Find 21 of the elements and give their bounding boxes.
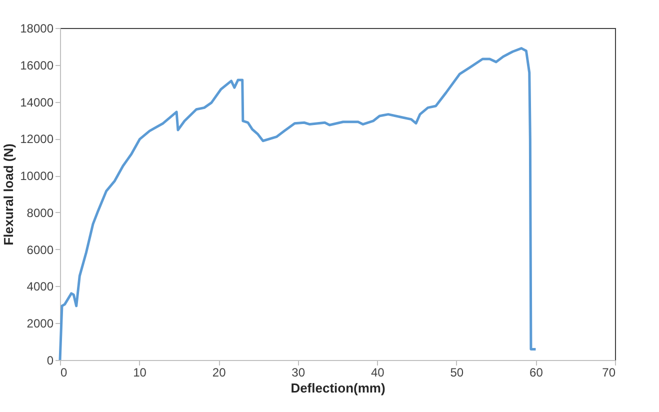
y-tick-label: 18000 [20, 22, 54, 36]
x-tick-label: 10 [133, 366, 147, 380]
x-tick-label: 70 [602, 366, 616, 380]
y-axis-title: Flexural load (N) [1, 144, 16, 246]
x-tick-label: 60 [530, 366, 544, 380]
y-tick-label: 12000 [20, 132, 54, 146]
x-tick-label: 0 [60, 366, 68, 380]
y-tick-label: 10000 [20, 169, 54, 184]
x-tick-label: 30 [292, 366, 306, 380]
y-tick-label: 0 [46, 354, 54, 368]
y-tick-label: 16000 [20, 58, 54, 72]
x-axis-title: Deflection(mm) [290, 380, 386, 396]
x-tick-label: 20 [212, 366, 226, 380]
y-tick-label: 14000 [20, 95, 54, 110]
y-tick-label: 6000 [26, 242, 54, 257]
y-tick-label: 2000 [26, 316, 54, 331]
line-series [58, 47, 537, 362]
y-tick-label: 4000 [26, 280, 54, 294]
y-tick-label: 8000 [26, 206, 54, 220]
x-tick-label: 50 [450, 366, 464, 380]
x-tick-label: 40 [370, 366, 385, 380]
